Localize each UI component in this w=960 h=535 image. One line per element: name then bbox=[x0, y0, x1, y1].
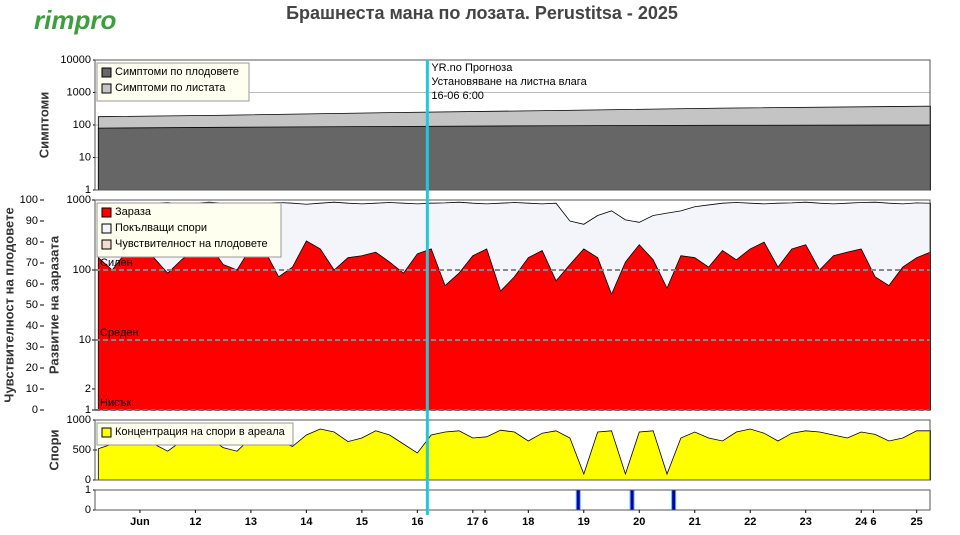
x-tick-label: 20 bbox=[633, 516, 645, 528]
y-tick-label: 50 bbox=[26, 299, 38, 311]
y-tick-label: 10 bbox=[26, 383, 38, 395]
legend-label: Чувствителност на плодовете bbox=[115, 238, 268, 250]
x-tick-label: 6 bbox=[482, 516, 488, 528]
legend-label: Покълващи спори bbox=[115, 222, 207, 234]
y-axis-title: Спори bbox=[46, 429, 61, 470]
y-tick-label: 1000 bbox=[67, 414, 91, 426]
y2-tick-label: 1 bbox=[85, 404, 91, 416]
y2-tick-label: 10 bbox=[79, 334, 91, 346]
annotation: YR.no Прогноза bbox=[431, 62, 513, 74]
y2-tick-label: 2 bbox=[85, 383, 91, 395]
y-tick-label: 20 bbox=[26, 362, 38, 374]
x-tick-label: 18 bbox=[522, 516, 534, 528]
annotation: 16-06 6:00 bbox=[431, 90, 484, 102]
y-tick-label: 1 bbox=[85, 184, 91, 196]
legend-swatch bbox=[101, 207, 112, 218]
x-tick-label: 23 bbox=[800, 516, 812, 528]
chart-title: Брашнеста мана по лозата. Perustitsa - 2… bbox=[286, 3, 678, 23]
plot-frame bbox=[94, 59, 931, 191]
y2-axis-title: Развитие на заразата bbox=[46, 235, 61, 374]
x-tick-label: 12 bbox=[189, 516, 201, 528]
plot-area bbox=[95, 490, 930, 510]
level-label: Среден bbox=[100, 327, 139, 339]
x-tick-label: 13 bbox=[245, 516, 257, 528]
x-tick-label: Jun bbox=[130, 516, 150, 528]
plot-frame bbox=[94, 419, 931, 481]
y-tick-label: 40 bbox=[26, 320, 38, 332]
legend-label: Зараза bbox=[115, 206, 152, 218]
x-tick-label: 25 bbox=[911, 516, 923, 528]
y-tick-label: 0 bbox=[32, 404, 38, 416]
y-tick-label: 30 bbox=[26, 341, 38, 353]
legend-label: Симптоми по плодовете bbox=[115, 66, 239, 78]
y-tick-label: 1 bbox=[85, 484, 91, 496]
legend-box bbox=[96, 422, 294, 446]
x-tick-label: 19 bbox=[578, 516, 590, 528]
y-tick-label: 500 bbox=[73, 444, 91, 456]
bar bbox=[629, 489, 635, 511]
annotation: Установяване на листна влага bbox=[431, 76, 587, 88]
x-tick-label: 17 bbox=[467, 516, 479, 528]
y-tick-label: 90 bbox=[26, 215, 38, 227]
area bbox=[97, 240, 931, 411]
legend-label: Концентрация на спори в ареала bbox=[115, 426, 286, 438]
y-tick-label: 0 bbox=[85, 474, 91, 486]
x-tick-label: 14 bbox=[300, 516, 313, 528]
legend-swatch bbox=[101, 427, 112, 438]
y-tick-label: 80 bbox=[26, 236, 38, 248]
legend-label: Симптоми по листата bbox=[115, 82, 226, 94]
legend-swatch bbox=[101, 239, 112, 250]
bar bbox=[575, 489, 581, 511]
x-tick-label: 6 bbox=[870, 516, 876, 528]
y-axis-title: Симптоми bbox=[36, 92, 51, 158]
y-tick-label: 100 bbox=[73, 119, 91, 131]
x-tick-label: 15 bbox=[356, 516, 368, 528]
area bbox=[97, 124, 931, 191]
legend-swatch bbox=[101, 67, 112, 78]
legend-swatch bbox=[101, 83, 112, 94]
legend-swatch bbox=[101, 223, 112, 234]
y-tick-label: 10 bbox=[79, 151, 91, 163]
plot-frame bbox=[94, 199, 931, 411]
x-tick-label: 22 bbox=[744, 516, 756, 528]
area bbox=[97, 428, 931, 481]
plot-frame bbox=[94, 489, 931, 511]
legend-box bbox=[96, 202, 282, 258]
level-label: Силен bbox=[100, 257, 133, 269]
y2-tick-label: 1000 bbox=[67, 194, 91, 206]
y-tick-label: 10000 bbox=[60, 54, 91, 66]
x-tick-label: 24 bbox=[855, 516, 868, 528]
x-tick-label: 16 bbox=[411, 516, 423, 528]
level-label: Нисък bbox=[100, 397, 131, 409]
legend-box bbox=[96, 62, 250, 102]
y2-tick-label: 100 bbox=[73, 264, 91, 276]
x-tick-label: 21 bbox=[689, 516, 701, 528]
y-tick-label: 0 bbox=[85, 504, 91, 516]
logo: rimpro bbox=[34, 5, 116, 35]
y-tick-label: 60 bbox=[26, 278, 38, 290]
y-tick-label: 70 bbox=[26, 257, 38, 269]
y-axis-title: Чувствителност на плодовете bbox=[1, 207, 16, 402]
y-tick-label: 1000 bbox=[67, 86, 91, 98]
bar bbox=[671, 489, 677, 511]
y-tick-label: 100 bbox=[20, 194, 38, 206]
